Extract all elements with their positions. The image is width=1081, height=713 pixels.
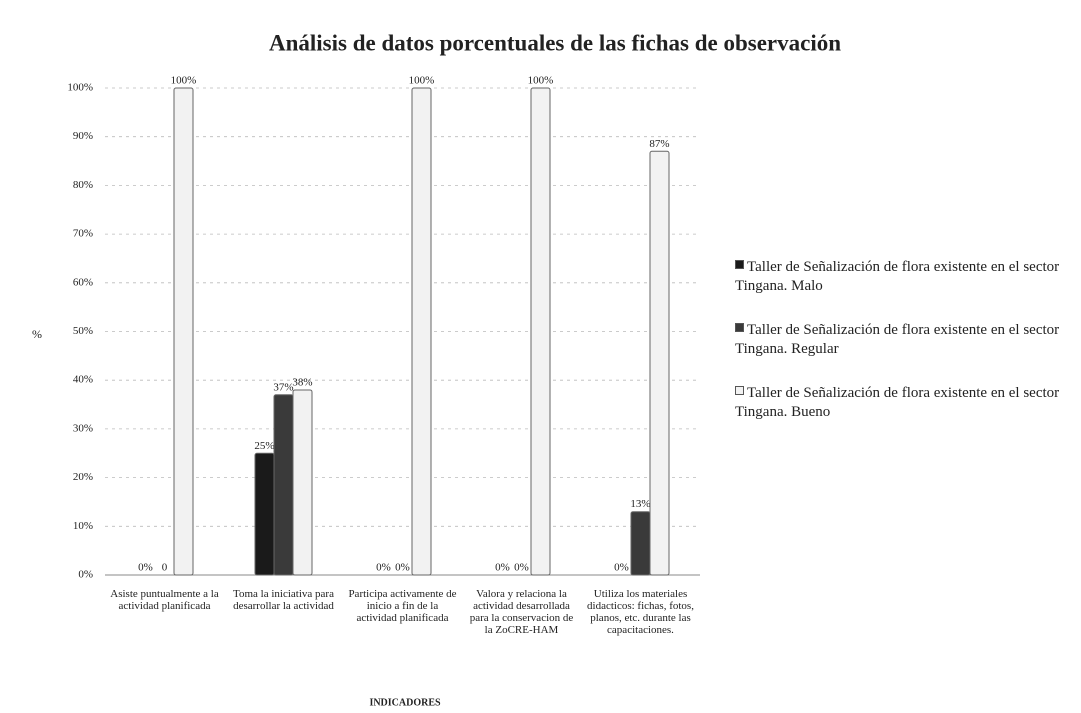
- data-label: 0%: [395, 562, 410, 574]
- legend-label: Taller de Señalización de flora existent…: [735, 385, 1060, 420]
- x-axis-label: INDICADORES: [369, 697, 441, 708]
- data-label: 0%: [614, 562, 629, 574]
- data-label: 37%: [273, 381, 293, 393]
- x-tick-label: Toma la iniciativa para desarrollar la a…: [233, 588, 334, 612]
- x-tick-label: Participa activamente de inicio a fin de…: [348, 588, 457, 624]
- data-label: 100%: [409, 75, 435, 87]
- y-tick-label: 90%: [73, 130, 93, 142]
- y-tick-label: 70%: [73, 228, 93, 240]
- data-label: 100%: [528, 75, 554, 87]
- legend-label: Taller de Señalización de flora existent…: [735, 259, 1060, 294]
- bar: [173, 87, 194, 576]
- data-label: 100%: [171, 75, 197, 87]
- y-tick-label: 0%: [78, 569, 93, 581]
- y-tick-label: 30%: [73, 422, 93, 434]
- legend-swatch: [735, 323, 744, 332]
- x-tick-label: Asiste puntualmente a la actividad plani…: [110, 588, 219, 612]
- data-label: 38%: [292, 376, 312, 388]
- data-label: 0%: [514, 562, 529, 574]
- legend-entry: Taller de Señalización de flora existent…: [735, 258, 1075, 296]
- data-label: 13%: [630, 498, 650, 510]
- y-tick-label: 60%: [73, 276, 93, 288]
- chart-title: Análisis de datos porcentuales de las fi…: [269, 30, 841, 55]
- bar: [292, 389, 313, 576]
- bar: [273, 394, 294, 576]
- y-tick-label: 40%: [73, 374, 93, 386]
- bar: [530, 87, 551, 576]
- x-tick-label: Utiliza los materiales didacticos: ficha…: [587, 588, 694, 636]
- legend-entry: Taller de Señalización de flora existent…: [735, 321, 1075, 359]
- y-tick-label: 20%: [73, 471, 93, 483]
- y-tick-label: 100%: [67, 82, 93, 94]
- legend-entry: Taller de Señalización de flora existent…: [735, 384, 1075, 422]
- y-tick-label: 50%: [73, 325, 93, 337]
- y-tick-label: 10%: [73, 520, 93, 532]
- data-label: 0: [162, 562, 168, 574]
- data-label: 87%: [649, 138, 669, 150]
- legend-swatch: [735, 260, 744, 269]
- x-tick-label: Valora y relaciona la actividad desarrol…: [469, 588, 574, 636]
- data-label: 0%: [376, 562, 391, 574]
- bar: [254, 452, 275, 576]
- y-tick-label: 80%: [73, 179, 93, 191]
- data-label: 0%: [495, 562, 510, 574]
- data-label: 25%: [254, 440, 274, 452]
- bar: [630, 511, 651, 576]
- bar: [649, 150, 670, 576]
- bar: [411, 87, 432, 576]
- y-axis-label: %: [32, 327, 42, 341]
- legend-swatch: [735, 386, 744, 395]
- data-label: 0%: [138, 562, 153, 574]
- legend-label: Taller de Señalización de flora existent…: [735, 322, 1060, 357]
